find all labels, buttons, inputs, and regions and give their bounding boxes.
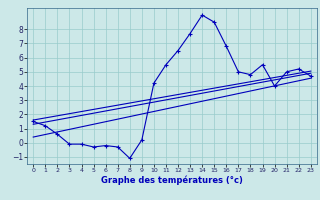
X-axis label: Graphe des températures (°c): Graphe des températures (°c) [101,176,243,185]
